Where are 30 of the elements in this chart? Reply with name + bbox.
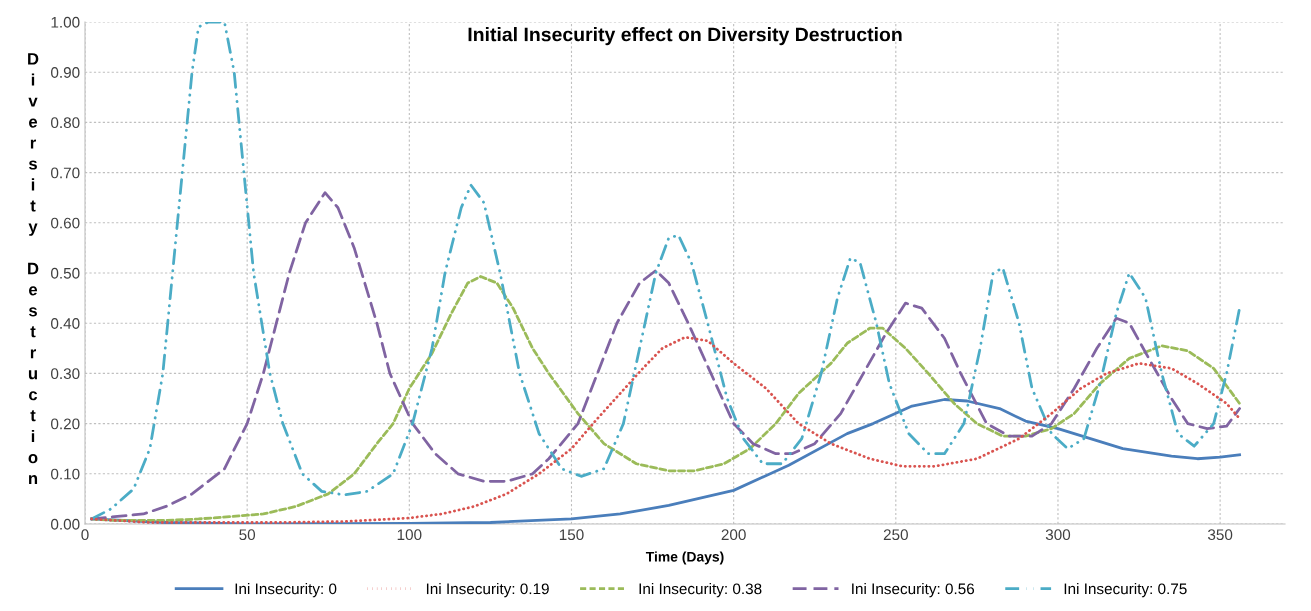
line-series <box>90 335 1241 524</box>
x-tick-label: 0 <box>81 529 89 541</box>
x-tick-label: 200 <box>721 529 746 541</box>
line-series <box>90 191 1241 521</box>
y-tick-label: 0.40 <box>51 318 80 329</box>
legend-label: Ini Insecurity: 0.56 <box>852 583 975 598</box>
y-tick-label: 0.20 <box>51 418 80 430</box>
x-tick-label: 300 <box>1045 529 1071 541</box>
x-axis-title: Time (Days) <box>645 551 724 565</box>
x-tick-label: 150 <box>559 529 584 541</box>
y-tick-label: 0.30 <box>51 368 80 380</box>
y-tick-label: 0.70 <box>51 167 80 179</box>
y-tick-label: 0.10 <box>51 468 80 480</box>
y-tick-label: 0.80 <box>51 117 80 129</box>
x-tick-label: 350 <box>1207 529 1233 541</box>
x-tick-label: 100 <box>397 529 422 541</box>
chart-title: Initial Insecurity effect on Diversity Destruction <box>468 27 902 46</box>
x-tick-label: 250 <box>883 529 908 541</box>
y-tick-label: 0.50 <box>51 267 80 279</box>
x-tick-label: 50 <box>239 529 256 541</box>
legend-label: Ini Insecurity: 0.19 <box>426 583 549 598</box>
y-tick-label: 0.90 <box>51 67 80 78</box>
y-tick-label: 0.60 <box>51 217 80 229</box>
y-tick-label: 0.00 <box>51 518 80 530</box>
legend-label: Ini Insecurity: 0.38 <box>639 583 762 598</box>
line-series <box>90 22 1241 521</box>
legend-label: Ini Insecurity: 0.75 <box>1064 583 1187 598</box>
y-tick-label: 1.00 <box>51 16 80 28</box>
text: Diversity Destruction <box>28 53 39 485</box>
legend-label: Ini Insecurity: 0 <box>235 583 337 598</box>
